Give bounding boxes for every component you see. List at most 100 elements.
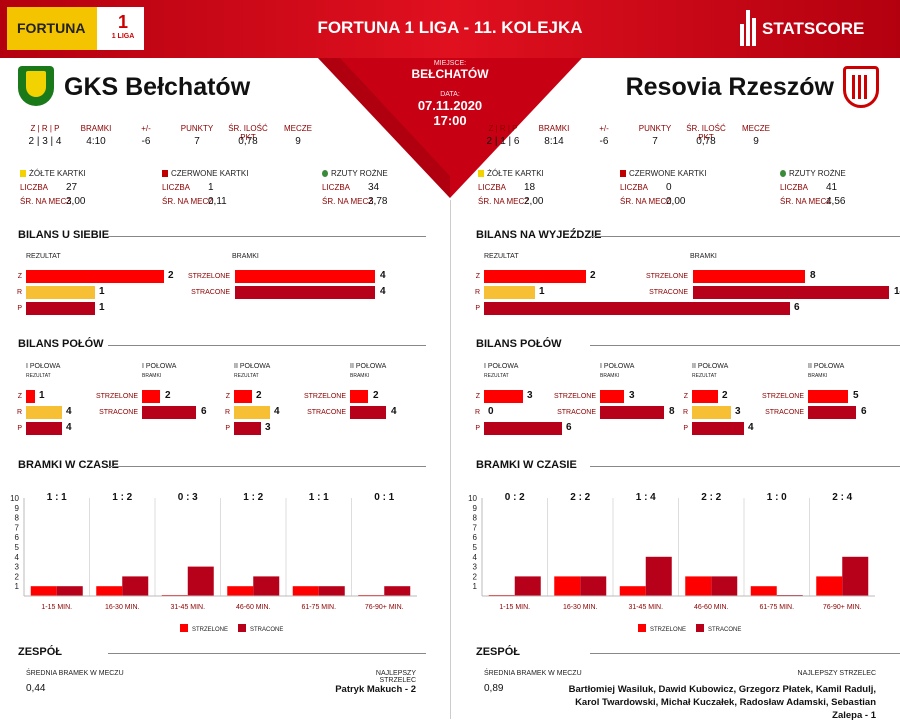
bar-conceded bbox=[384, 586, 411, 596]
period-score: 2 : 2 bbox=[570, 492, 590, 503]
avg-label: ŚR. NA MECZ bbox=[162, 197, 214, 206]
result-label: REZULTAT bbox=[26, 253, 61, 260]
half-result-label: REZULTAT bbox=[484, 373, 509, 379]
half-result-label: REZULTAT bbox=[234, 373, 259, 379]
goals-value-conceded: 4 bbox=[380, 286, 386, 297]
half-goals-bar-c bbox=[142, 406, 196, 419]
place-label: MIEJSCE: bbox=[433, 60, 467, 67]
scored-label: STRZELONE bbox=[645, 273, 688, 280]
half-letter-R: R bbox=[16, 409, 22, 416]
ball-icon bbox=[322, 170, 328, 177]
conceded-label: STRACONE bbox=[649, 289, 688, 296]
category-label: 16-30 MIN. bbox=[563, 604, 598, 611]
half-goals-value-s: 5 bbox=[853, 390, 859, 401]
goals-value-scored: 8 bbox=[810, 270, 816, 281]
goals-bar-scored bbox=[693, 270, 805, 283]
period-score: 2 : 2 bbox=[701, 492, 721, 503]
card-red-header: CZERWONE KARTKI bbox=[620, 169, 707, 178]
card-corner-title: RZUTY ROŻNE bbox=[789, 169, 846, 178]
ball-icon bbox=[780, 170, 786, 177]
stat-goals-label: BRAMKI bbox=[80, 124, 112, 133]
top-scorer-label: NAJLEPSZY STRZELEC bbox=[375, 670, 416, 684]
stat-zrp-label: Z | R | P bbox=[488, 124, 518, 133]
avg-label: ŚR. NA MECZ bbox=[322, 197, 374, 206]
half-letter-P: P bbox=[475, 425, 480, 432]
period-score: 1 : 2 bbox=[112, 492, 132, 503]
team-title: ZESPÓŁ bbox=[18, 646, 63, 658]
card-icon bbox=[620, 170, 626, 177]
half-goals-bar-c bbox=[600, 406, 664, 419]
half-result-value-Z: 1 bbox=[39, 390, 45, 401]
y-tick-label: 8 bbox=[473, 514, 478, 523]
result-value-R: 1 bbox=[539, 286, 545, 297]
stat-zrp-label: Z | R | P bbox=[30, 124, 60, 133]
card-icon bbox=[20, 170, 26, 177]
avg-label: ŚR. NA MECZ bbox=[620, 197, 672, 206]
balance-title: BILANS U SIEBIE bbox=[18, 229, 110, 241]
card-yellow-header: ŻÓŁTE KARTKI bbox=[478, 169, 544, 178]
date-label: DATA: bbox=[440, 91, 460, 98]
bar-conceded bbox=[842, 556, 869, 596]
result-bar-Z bbox=[484, 270, 586, 283]
y-tick-label: 8 bbox=[15, 514, 20, 523]
card-red-count: 1 bbox=[208, 182, 214, 193]
half-result-label: REZULTAT bbox=[692, 373, 717, 379]
card-red-avg: 0,00 bbox=[666, 196, 686, 207]
bar-scored bbox=[554, 576, 581, 596]
period-score: 0 : 2 bbox=[505, 492, 525, 503]
balance-title-rule bbox=[590, 236, 900, 237]
bar-conceded bbox=[514, 576, 541, 596]
card-corner-avg: 4,56 bbox=[826, 196, 846, 207]
card-red-title: CZERWONE KARTKI bbox=[171, 169, 249, 178]
category-label: 61-75 MIN. bbox=[759, 604, 794, 611]
result-letter-Z: Z bbox=[475, 273, 480, 280]
card-icon bbox=[478, 170, 484, 177]
avg-label: ŚR. NA MECZ bbox=[478, 197, 530, 206]
chart-legend: STRZELONE STRACONE bbox=[638, 624, 741, 633]
away-team-name: Resovia Rzeszów bbox=[625, 73, 834, 101]
count-label: LICZBA bbox=[478, 183, 507, 192]
period-score: 1 : 2 bbox=[243, 492, 263, 503]
stat-goals-label: BRAMKI bbox=[538, 124, 570, 133]
stat-zrp-value: 2 | 1 | 6 bbox=[486, 136, 520, 147]
goals-label: BRAMKI bbox=[690, 253, 717, 260]
card-corner-count: 34 bbox=[368, 182, 380, 193]
half-scored-label: STRZELONE bbox=[95, 393, 138, 400]
stat-diff-label: +/- bbox=[141, 124, 151, 133]
avg-label: ŚR. NA MECZ bbox=[20, 197, 72, 206]
card-icon bbox=[162, 170, 168, 177]
half-result-value-Z: 2 bbox=[256, 390, 262, 401]
half-result-bar-Z bbox=[484, 390, 523, 403]
card-yellow-count: 27 bbox=[66, 182, 78, 193]
card-yellow-title: ŻÓŁTE KARTKI bbox=[487, 169, 544, 178]
y-tick-label: 1 bbox=[473, 582, 478, 591]
half-goals-label: BRAMKI bbox=[808, 373, 828, 379]
half-result-bar-R bbox=[692, 406, 731, 419]
half-letter-P: P bbox=[683, 425, 688, 432]
half-goals-value-c: 8 bbox=[669, 406, 675, 417]
match-time: 17:00 bbox=[433, 113, 467, 128]
stat-pts-value: 7 bbox=[652, 136, 658, 147]
stat-diff-value: -6 bbox=[599, 136, 609, 147]
half-letter-Z: Z bbox=[683, 393, 688, 400]
half-label: I POŁOWA bbox=[484, 363, 519, 370]
avg-goals-label: ŚREDNIA BRAMEK W MECZU bbox=[26, 670, 124, 677]
half-goals-value-c: 6 bbox=[201, 406, 207, 417]
period-score: 0 : 1 bbox=[374, 492, 394, 503]
goals-bar-conceded bbox=[235, 286, 375, 299]
team-title: ZESPÓŁ bbox=[476, 646, 521, 658]
card-red-avg: 0,11 bbox=[208, 196, 227, 207]
bar-scored bbox=[619, 586, 646, 596]
bar-conceded bbox=[56, 586, 83, 596]
half-label: I POŁOWA bbox=[142, 363, 177, 370]
category-label: 46-60 MIN. bbox=[236, 604, 271, 611]
period-score: 1 : 4 bbox=[636, 492, 656, 503]
top-scorer-value: Patryk Makuch - 2 bbox=[335, 684, 416, 695]
result-bar-P bbox=[26, 302, 95, 315]
half-label: I POŁOWA bbox=[600, 363, 635, 370]
goals-value-conceded: 14 bbox=[894, 286, 900, 297]
stat-games-value: 9 bbox=[295, 136, 301, 147]
half-goals-bar-c bbox=[808, 406, 856, 419]
stat-avg-label: ŚR. ILOŚĆ PKT bbox=[228, 124, 268, 142]
